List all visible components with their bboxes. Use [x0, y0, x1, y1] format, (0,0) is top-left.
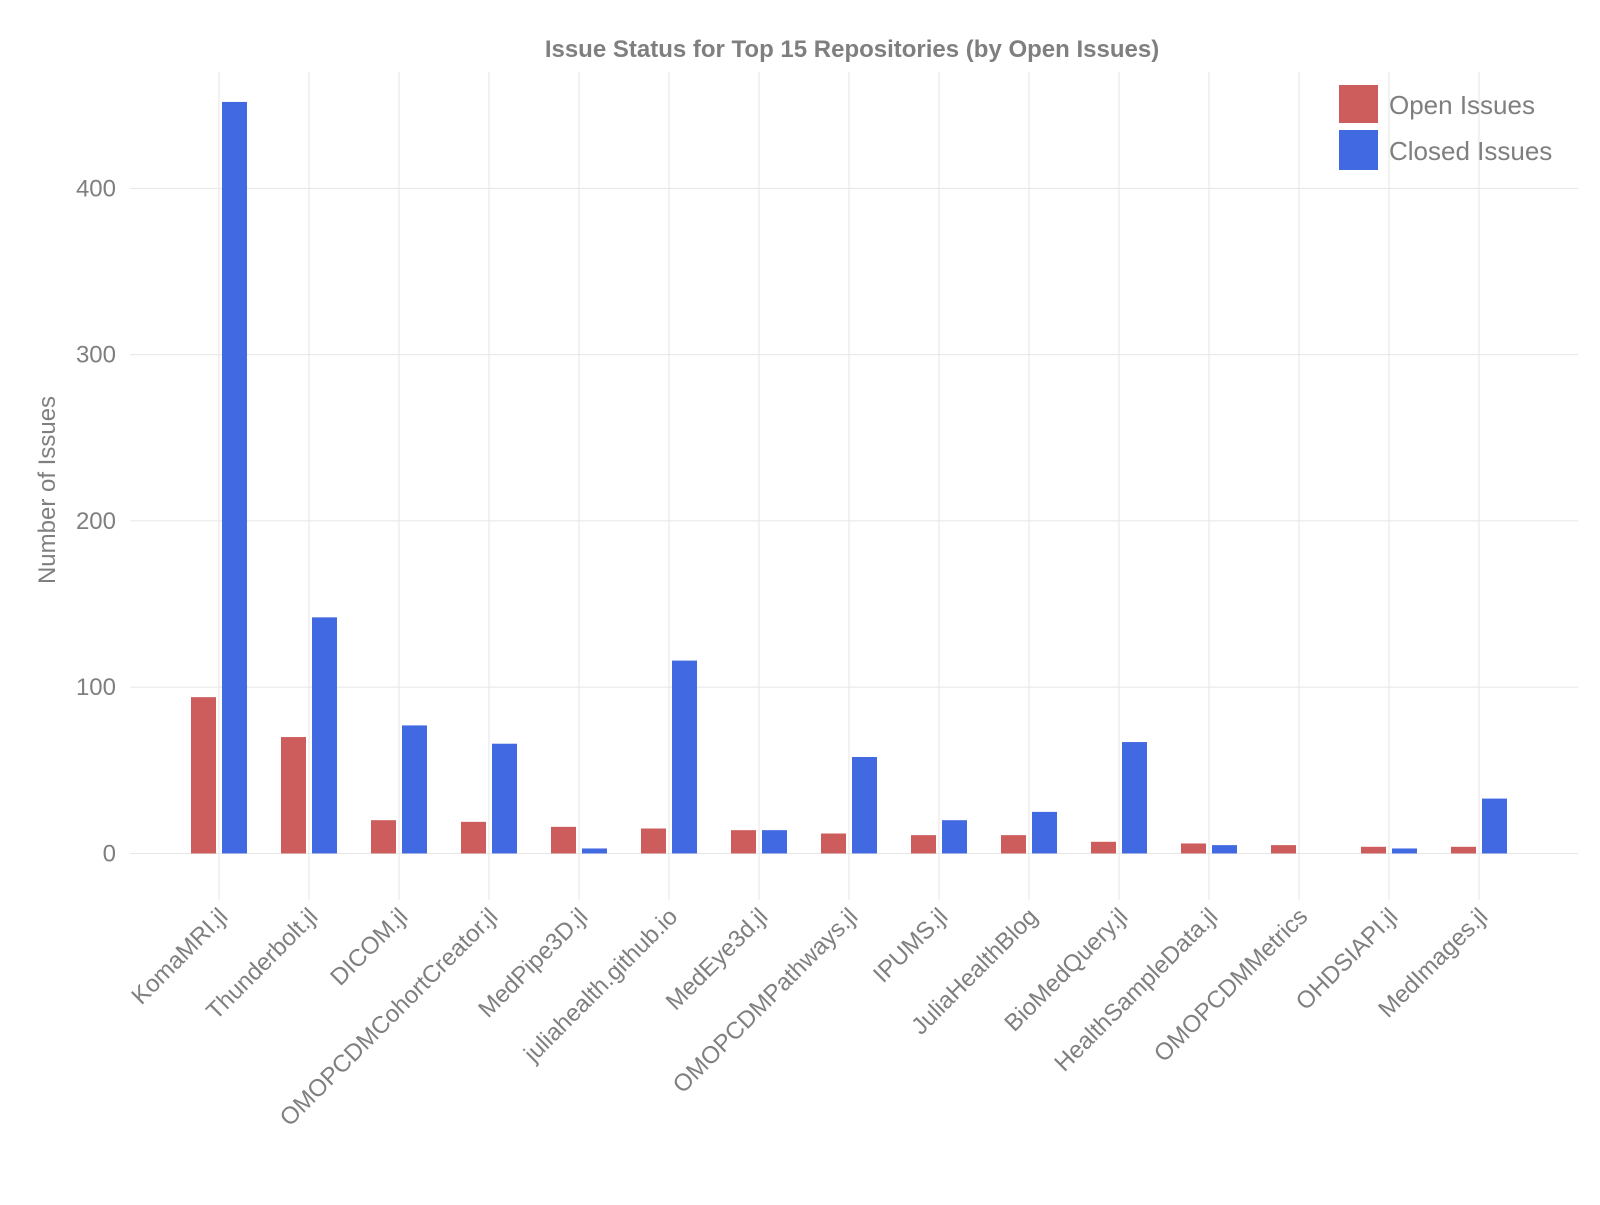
- grid-layer: [130, 72, 1578, 900]
- bar-closed-issues: [942, 820, 967, 854]
- bar-open-issues: [731, 830, 756, 854]
- bar-open-issues: [191, 697, 216, 854]
- y-ticks-layer: 0 100 200 300 400: [76, 175, 116, 867]
- legend-label-closed-issues: Closed Issues: [1389, 136, 1552, 166]
- bar-closed-issues: [1392, 848, 1417, 854]
- bar-open-issues: [1001, 835, 1026, 854]
- y-tick-label: 0: [103, 840, 116, 867]
- x-tick-label: DICOM.jl: [325, 903, 413, 991]
- y-tick-label: 100: [76, 674, 116, 701]
- bar-closed-issues: [762, 830, 787, 854]
- legend: Open Issues Closed Issues: [1339, 85, 1552, 170]
- bar-open-issues: [911, 835, 936, 854]
- bar-open-issues: [1361, 846, 1386, 854]
- bar-open-issues: [461, 821, 486, 854]
- bar-closed-issues: [852, 757, 877, 854]
- x-tick-label: juliahealth.github.io: [518, 903, 683, 1068]
- y-tick-label: 300: [76, 342, 116, 369]
- bars-layer: [191, 101, 1507, 854]
- bar-closed-issues: [402, 725, 427, 854]
- bar-closed-issues: [582, 848, 607, 854]
- bar-open-issues: [371, 820, 396, 854]
- x-tick-label: OMOPCDMPathways.jl: [668, 903, 863, 1098]
- x-tick-label: HealthSampleData.jl: [1049, 903, 1223, 1077]
- legend-label-open-issues: Open Issues: [1389, 90, 1535, 120]
- y-tick-label: 200: [76, 508, 116, 535]
- bar-open-issues: [1181, 843, 1206, 854]
- bar-open-issues: [281, 737, 306, 854]
- bar-open-issues: [641, 828, 666, 854]
- bar-closed-issues: [1032, 811, 1057, 854]
- x-tick-label: IPUMS.jl: [868, 903, 953, 988]
- bar-closed-issues: [222, 101, 247, 854]
- bar-open-issues: [1451, 846, 1476, 854]
- legend-swatch-closed-issues: [1339, 130, 1378, 170]
- bar-closed-issues: [672, 660, 697, 854]
- y-tick-label: 400: [76, 175, 116, 202]
- bar-closed-issues: [492, 743, 517, 854]
- bar-closed-issues: [1482, 798, 1507, 854]
- x-tick-label: OMOPCDMMetrics: [1149, 903, 1313, 1067]
- legend-swatch-open-issues: [1339, 85, 1378, 123]
- bar-open-issues: [1271, 845, 1296, 854]
- y-axis-label: Number of Issues: [34, 396, 61, 584]
- bar-closed-issues: [1122, 742, 1147, 854]
- bar-closed-issues: [1212, 845, 1237, 854]
- chart-title: Issue Status for Top 15 Repositories (by…: [545, 36, 1159, 63]
- bar-open-issues: [1091, 841, 1116, 854]
- bar-closed-issues: [312, 617, 337, 854]
- bar-open-issues: [821, 833, 846, 854]
- bar-open-issues: [551, 826, 576, 854]
